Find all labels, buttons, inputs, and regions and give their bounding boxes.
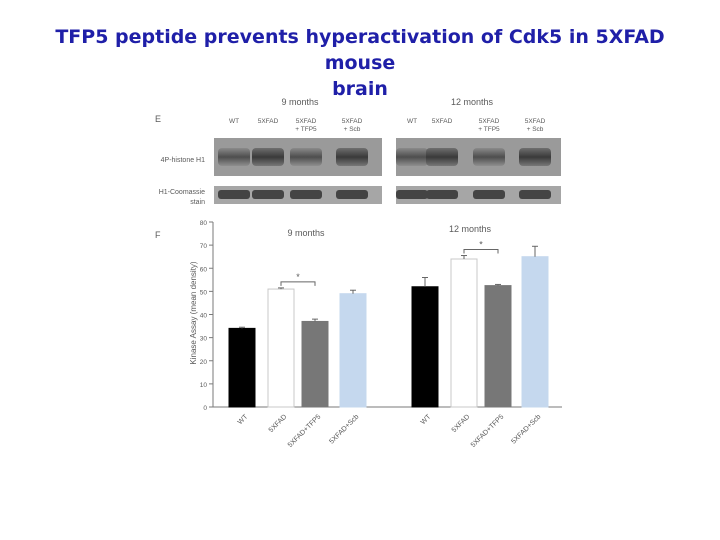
significance-markers: ** <box>280 240 499 286</box>
x-tick-label: WT <box>237 413 250 426</box>
x-tick-label: 5XFAD+TFP5 <box>470 413 506 449</box>
blot-band-coomassie <box>336 190 368 199</box>
bar <box>411 286 439 408</box>
blot-band-coomassie <box>519 190 551 199</box>
blot-band-phospho <box>336 148 368 166</box>
blot-band-coomassie <box>396 190 428 199</box>
blot-group-header-9m: 9 months <box>281 97 319 107</box>
x-tick-label: 5XFAD <box>268 413 289 434</box>
significance-star: * <box>296 272 300 282</box>
y-tick-label: 30 <box>200 336 208 343</box>
blot-band-phospho <box>473 148 505 166</box>
x-tick-label: 5XFAD+Scb <box>328 413 360 445</box>
blot-band-phospho <box>252 148 284 166</box>
panel-e-letter: E <box>155 114 161 124</box>
blot-lane-label: 5XFAD <box>432 118 453 125</box>
significance-star: * <box>479 240 483 250</box>
y-tick-label: 50 <box>200 289 208 296</box>
blot-band-coomassie <box>252 190 284 199</box>
blot-band-coomassie <box>426 190 458 199</box>
blot-lane-label: 5XFAD + TFP5 <box>478 118 500 133</box>
y-tick-label: 20 <box>200 359 208 366</box>
blot-bands <box>218 148 551 199</box>
blot-band-phospho <box>290 148 322 166</box>
slide-title-line-2: brain <box>332 78 388 100</box>
blot-band-phospho <box>396 148 428 166</box>
chart-group-title-12m: 12 months <box>449 224 492 234</box>
blot-lane-label: 5XFAD + Scb <box>525 118 546 133</box>
blot-lane-labels: WT 5XFAD 5XFAD + TFP5 5XFAD + Scb WT 5XFAD 5XFAD… <box>229 118 546 133</box>
blot-band-phospho <box>519 148 551 166</box>
y-tick-label: 40 <box>200 313 208 320</box>
bar <box>267 288 295 408</box>
y-ticks: 0 10 20 30 40 50 60 70 80 <box>200 220 213 412</box>
significance-bracket <box>463 249 499 254</box>
blot-band-coomassie <box>218 190 250 199</box>
x-tick-label: 5XFAD+TFP5 <box>287 413 323 449</box>
significance-bracket <box>280 281 316 286</box>
bar <box>339 293 367 408</box>
blot-group-header-12m: 12 months <box>451 97 494 107</box>
bar <box>301 320 329 408</box>
blot-lane-label: 5XFAD <box>258 118 279 125</box>
y-tick-label: 80 <box>200 220 208 227</box>
blot-lane-label: WT <box>229 118 239 125</box>
x-tick-label: WT <box>420 413 433 426</box>
blot-row-label-coomassie: H1-Coomassie stain <box>159 189 205 206</box>
bar <box>521 256 549 408</box>
panel-e: E 9 months 12 months WT 5XFAD 5XFAD + TFP5 5… <box>155 97 561 206</box>
bar <box>228 327 256 408</box>
blot-lane-label: 5XFAD + TFP5 <box>295 118 317 133</box>
slide-title-line-1: TFP5 peptide prevents hyperactivation of… <box>55 26 665 74</box>
x-tick-label: 5XFAD <box>451 413 472 434</box>
y-tick-label: 60 <box>200 266 208 273</box>
bar <box>484 285 512 408</box>
blot-band-coomassie <box>290 190 322 199</box>
blot-band-phospho <box>218 148 250 166</box>
blot-band-phospho <box>426 148 458 166</box>
blot-lane-label: WT <box>407 118 417 125</box>
x-tick-label: 5XFAD+Scb <box>510 413 542 445</box>
blot-band-coomassie <box>473 190 505 199</box>
slide-title: TFP5 peptide prevents hyperactivation of… <box>20 24 700 102</box>
bar <box>450 258 478 408</box>
panel-f: F Kinase Assay (mean density) 0 10 20 30 40 5… <box>155 220 562 449</box>
chart-group-title-9m: 9 months <box>287 228 325 238</box>
panel-f-letter: F <box>155 230 161 240</box>
blot-lane-label: 5XFAD + Scb <box>342 118 363 133</box>
blot-row-label-phospho-h1: 4P-histone H1 <box>161 157 205 164</box>
y-tick-label: 10 <box>200 382 208 389</box>
y-tick-label: 0 <box>203 405 207 412</box>
y-tick-label: 70 <box>200 243 208 250</box>
bars <box>228 245 549 408</box>
y-axis-label: Kinase Assay (mean density) <box>189 261 198 364</box>
